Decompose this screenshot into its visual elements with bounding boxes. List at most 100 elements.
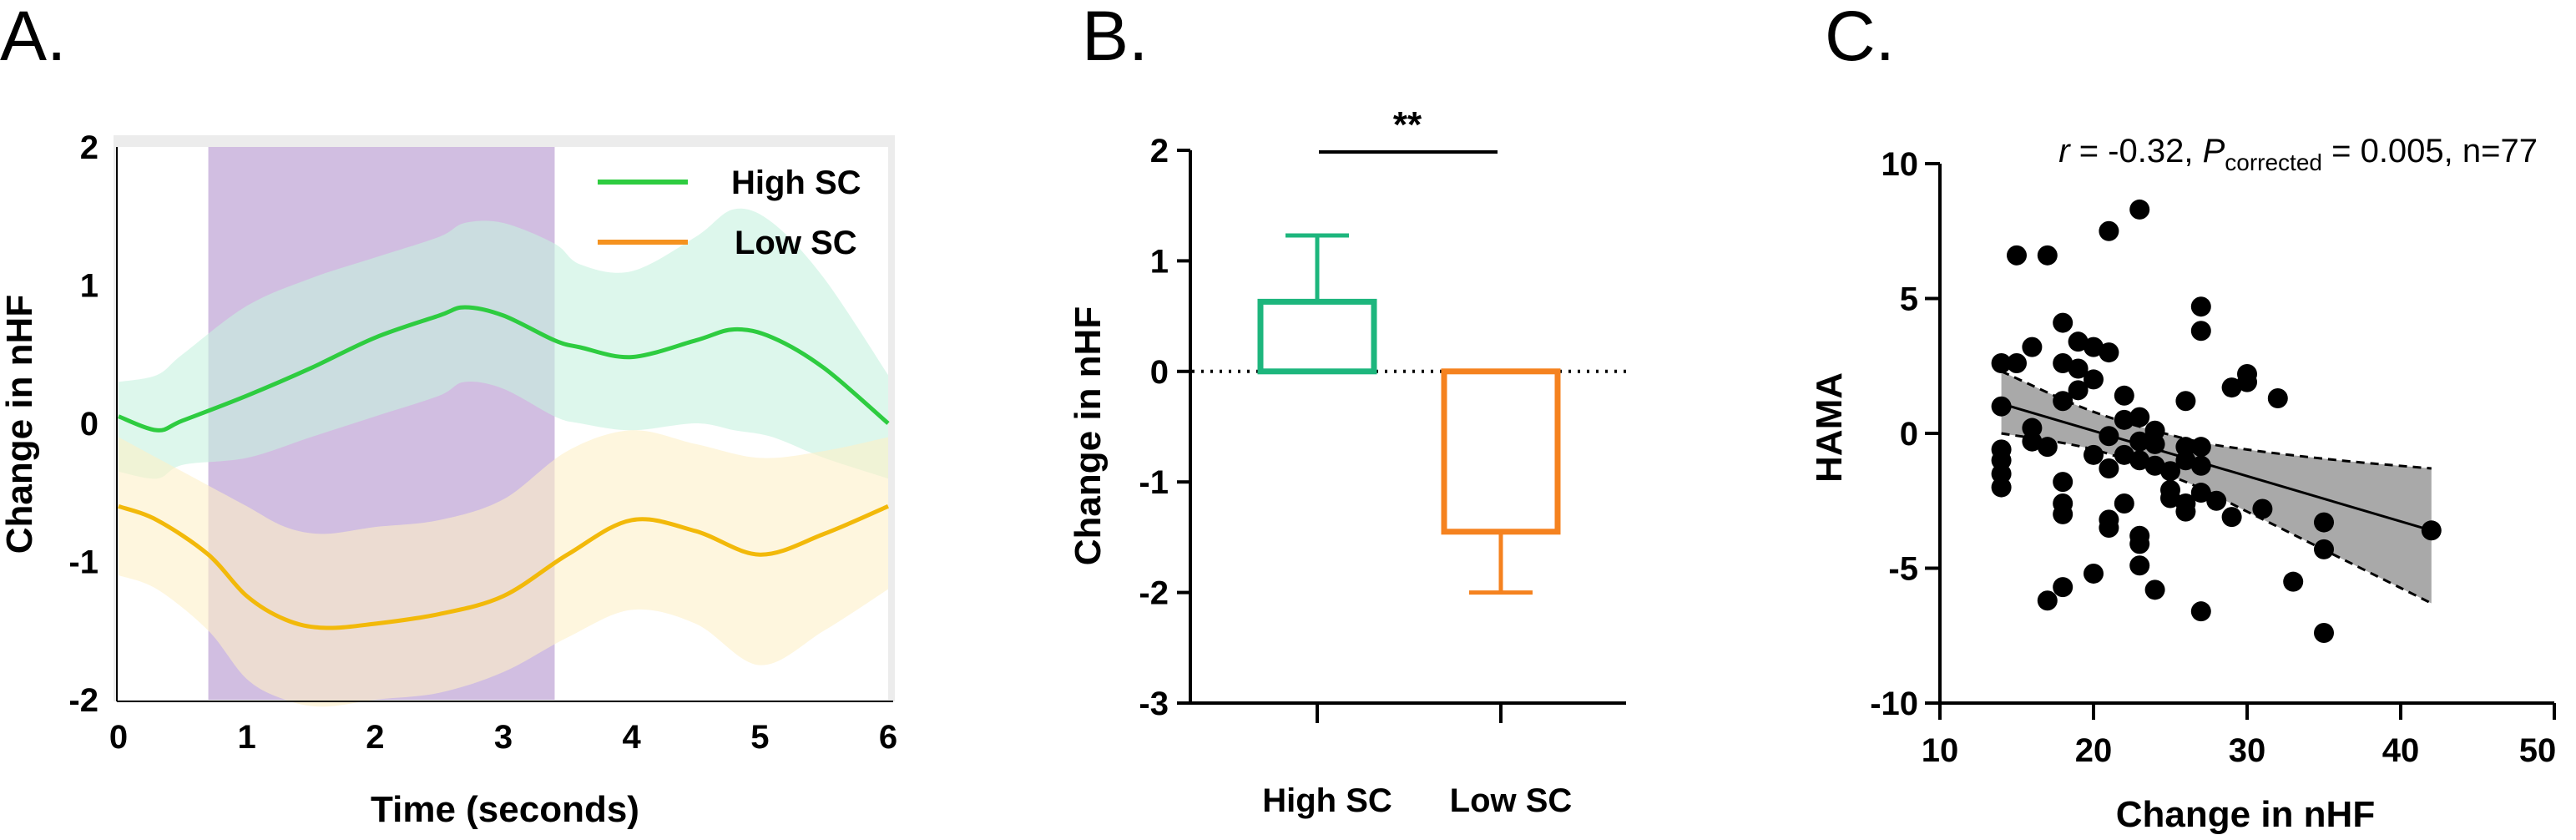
x-tick-label-a: 6 (879, 719, 897, 756)
scatter-point (2022, 431, 2043, 452)
scatter-point (2160, 488, 2180, 509)
scatter-point (2114, 385, 2134, 406)
annotation-p-value: = 0.005, n=77 (2322, 133, 2538, 170)
bars-b (1257, 233, 1561, 595)
scatter-point (2129, 407, 2150, 428)
y-tick-label-c: 5 (1900, 281, 1918, 318)
legend-label-low-sc: Low SC (735, 225, 857, 261)
y-ticks-a: 2 1 0 -1 -2 (68, 129, 98, 719)
scatter-point (2267, 388, 2288, 409)
y-tick-label-c: 0 (1900, 416, 1918, 453)
x-tick-label-a: 3 (494, 719, 513, 756)
scatter-point (1991, 353, 2012, 374)
y-tick-label-b: -2 (1139, 575, 1169, 612)
significance-stars: ** (1393, 104, 1422, 145)
y-axis-title-b: Change in nHF (1068, 306, 1109, 565)
scatter-point (2237, 372, 2257, 392)
y-tick-label-b: 0 (1150, 354, 1169, 391)
scatter-point (2190, 296, 2211, 317)
band-high-sc (119, 208, 888, 479)
x-ticks-c: 10 20 30 40 50 (1922, 703, 2557, 769)
scatter-point (2175, 391, 2196, 412)
y-tick-label-b: 2 (1150, 133, 1169, 170)
bar-low-sc (1441, 368, 1561, 535)
scatter-point (2053, 353, 2073, 374)
scatter-point (2084, 444, 2104, 465)
scatter-point (2114, 444, 2134, 465)
y-tick-label-c: -10 (1870, 686, 1918, 722)
panel-b: B. 2 1 0 -1 -2 -3 High SC Low SC ** Change in … (1068, 0, 1626, 819)
scatter-point (2252, 498, 2273, 519)
scatter-point (2099, 342, 2119, 363)
scatter-point (2175, 501, 2196, 522)
scatter-point (2314, 539, 2334, 559)
scatter-point (2053, 312, 2073, 333)
scatter-point (2190, 483, 2211, 503)
scatter-point (2068, 380, 2089, 401)
panel-letter-a: A. (0, 0, 66, 75)
scatter-point (1991, 477, 2012, 498)
scatter-point (2129, 555, 2150, 576)
regression-line (2001, 402, 2432, 532)
scatter-point (2099, 518, 2119, 539)
panel-a: A. 2 1 0 -1 -2 0 1 2 3 4 5 6 Time (seconds) Change… (0, 0, 897, 830)
scatter-point (2129, 450, 2150, 471)
y-tick-label-a: 2 (80, 129, 98, 166)
x-tick-label-c: 50 (2519, 732, 2557, 769)
scatter-point (2007, 353, 2027, 374)
x-tick-label-c: 20 (2075, 732, 2113, 769)
annotation-p-subscript: corrected (2225, 149, 2322, 175)
scatter-point (2037, 590, 2058, 611)
scatter-point (2190, 321, 2211, 342)
scatter-point (2084, 337, 2104, 357)
y-tick-label-a: 0 (80, 406, 98, 443)
scatter-point (2053, 577, 2073, 598)
y-tick-label-c: 10 (1881, 146, 1919, 183)
x-tick-label-a: 5 (750, 719, 769, 756)
confidence-upper-line (2000, 370, 2432, 470)
y-tick-label-c: -5 (1888, 551, 1918, 588)
x-tick-label-a: 0 (109, 719, 128, 756)
scatter-point (2114, 409, 2134, 430)
x-tick-label-a: 2 (366, 719, 384, 756)
y-axis-title-c: HAMA (1809, 372, 1850, 483)
scatter-point (2114, 493, 2134, 514)
scatter-point (2190, 601, 2211, 622)
legend-label-high-sc: High SC (731, 164, 861, 201)
annotation-p-symbol: P (2203, 133, 2225, 170)
scatter-point (2129, 199, 2150, 220)
band-low-sc (119, 430, 888, 707)
scatter-point (2314, 623, 2334, 644)
y-axis-title-a: Change in nHF (0, 295, 40, 554)
x-tick-label-a: 1 (238, 719, 256, 756)
x-ticks-b: High SC Low SC (1262, 703, 1572, 819)
x-axis-title-c: Change in nHF (2116, 794, 2375, 835)
scatter-point (2129, 534, 2150, 554)
scatter-point (2037, 437, 2058, 458)
x-tick-label-c: 30 (2229, 732, 2266, 769)
y-ticks-c: 10 5 0 -5 -10 (1870, 146, 1940, 722)
scatter-point (1991, 396, 2012, 417)
scatter-point (2206, 490, 2227, 511)
scatter-point (2099, 458, 2119, 478)
x-ticks-a: 0 1 2 3 4 5 6 (109, 719, 897, 756)
scatter-point (2099, 220, 2119, 241)
annotation-r-value: = -0.32, (2070, 133, 2203, 170)
x-tick-label-b: Low SC (1450, 782, 1573, 819)
y-tick-label-a: -2 (68, 682, 98, 719)
y-tick-label-b: -1 (1139, 464, 1169, 501)
y-tick-label-b: -3 (1139, 686, 1169, 722)
correlation-annotation: r = -0.32, Pcorrected = 0.005, n=77 (2058, 133, 2538, 175)
x-axis-title-a: Time (seconds) (371, 789, 639, 830)
scatter-point (2084, 369, 2104, 390)
scatter-point (2053, 503, 2073, 524)
scatter-point (2190, 437, 2211, 458)
scatter-point (2053, 472, 2073, 493)
scatter-point (2221, 377, 2242, 398)
annotation-r-symbol: r (2058, 133, 2071, 170)
x-tick-label-c: 40 (2382, 732, 2420, 769)
scatter-point (2221, 507, 2242, 528)
scatter-point (2144, 579, 2165, 600)
line-high-sc (118, 305, 890, 433)
